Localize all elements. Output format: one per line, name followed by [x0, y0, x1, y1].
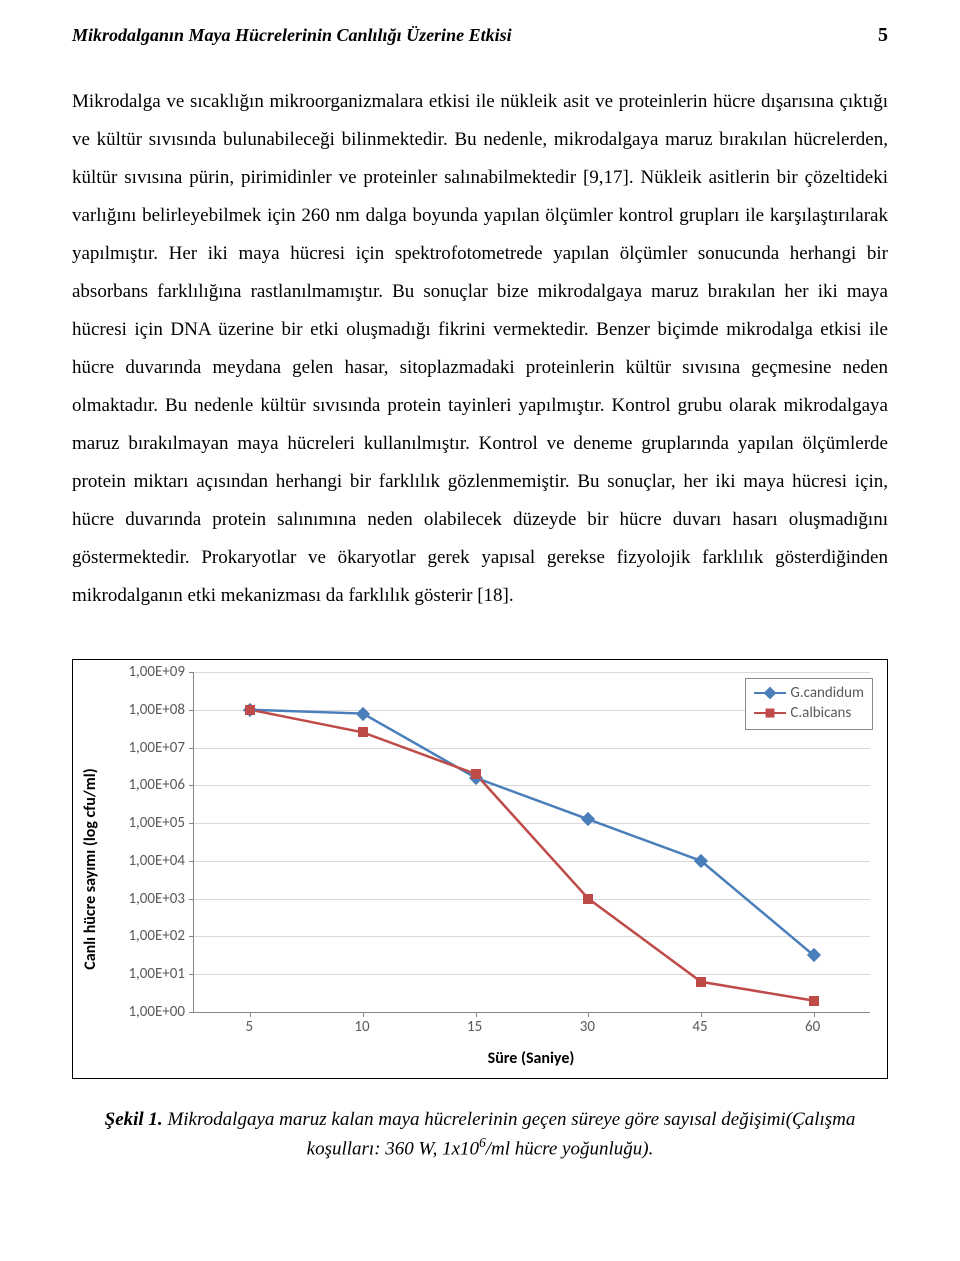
y-tick-label: 1,00E+08 [128, 701, 185, 719]
legend-swatch [754, 707, 786, 719]
series-marker [471, 769, 481, 779]
legend-label: C.albicans [790, 704, 851, 722]
caption-label: Şekil 1. [105, 1109, 163, 1130]
x-tick-label: 60 [805, 1018, 820, 1036]
series-marker [245, 705, 255, 715]
x-tick [250, 1012, 251, 1017]
x-tick [701, 1012, 702, 1017]
x-tick [814, 1012, 815, 1017]
running-header: Mikrodalganın Maya Hücrelerinin Canlılığ… [72, 24, 888, 47]
y-tick-label: 1,00E+03 [128, 890, 185, 908]
x-tick-label: 10 [354, 1018, 369, 1036]
series-marker [583, 894, 593, 904]
series-marker [809, 996, 819, 1006]
series-marker [696, 977, 706, 987]
x-tick-label: 45 [692, 1018, 707, 1036]
y-tick-label: 1,00E+04 [128, 852, 185, 870]
y-tick-label: 1,00E+00 [128, 1003, 185, 1021]
page-number: 5 [878, 24, 888, 47]
legend-item: C.albicans [754, 703, 864, 723]
legend-label: G.candidum [790, 684, 864, 702]
x-tick-label: 30 [580, 1018, 595, 1036]
y-tick-label: 1,00E+06 [128, 776, 185, 794]
x-tick [476, 1012, 477, 1017]
figure-1-caption: Şekil 1. Mikrodalgaya maruz kalan maya h… [72, 1107, 888, 1163]
figure-1-chart: Canlı hücre sayımı (log cfu/ml) Süre (Sa… [72, 659, 888, 1079]
body-paragraph: Mikrodalga ve sıcaklığın mikroorganizmal… [72, 83, 888, 615]
y-tick-label: 1,00E+05 [128, 814, 185, 832]
legend-item: G.candidum [754, 683, 864, 703]
legend-swatch [754, 687, 786, 699]
caption-sup: 6 [479, 1135, 486, 1150]
x-tick [363, 1012, 364, 1017]
y-tick-label: 1,00E+02 [128, 927, 185, 945]
y-tick [189, 1012, 194, 1013]
series-line-G.candidum [250, 710, 813, 956]
y-tick-label: 1,00E+01 [128, 965, 185, 983]
x-tick-label: 5 [246, 1018, 254, 1036]
x-tick [588, 1012, 589, 1017]
chart-legend: G.candidum C.albicans [745, 678, 873, 730]
caption-text-2: /ml hücre yoğunluğu). [486, 1138, 654, 1159]
running-title: Mikrodalganın Maya Hücrelerinin Canlılığ… [72, 25, 512, 46]
x-axis-title: Süre (Saniye) [193, 1049, 869, 1068]
series-marker [358, 727, 368, 737]
series-line-C.albicans [250, 710, 813, 1001]
y-tick-label: 1,00E+09 [128, 663, 185, 681]
y-axis-title: Canlı hücre sayımı (log cfu/ml) [81, 768, 100, 969]
y-tick-label: 1,00E+07 [128, 739, 185, 757]
x-tick-label: 15 [467, 1018, 482, 1036]
